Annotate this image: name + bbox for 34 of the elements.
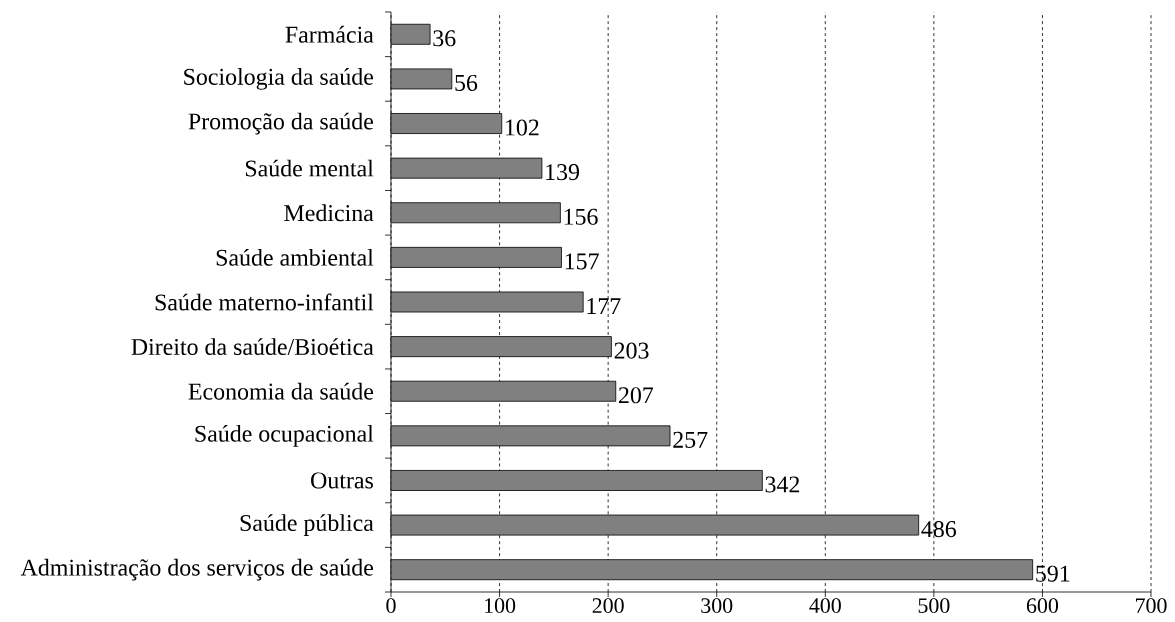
data-label: 257 bbox=[673, 431, 708, 448]
y-tick-label: Saúde ocupacional bbox=[195, 424, 374, 447]
y-tick-label: Administração dos serviços de saúde bbox=[20, 558, 374, 581]
x-tick-label: 200 bbox=[592, 598, 624, 613]
y-tick-label: Promoção da saúde bbox=[188, 112, 374, 135]
y-tick-label: Saúde mental bbox=[245, 159, 374, 177]
data-label: 36 bbox=[433, 30, 456, 47]
data-label: 207 bbox=[618, 387, 654, 404]
data-label: 486 bbox=[921, 521, 957, 538]
y-tick-label: Saúde pública bbox=[240, 514, 374, 536]
x-tick-label: 400 bbox=[809, 598, 841, 613]
x-tick-label: 600 bbox=[1026, 598, 1059, 613]
y-tick-label: Saúde materno-infantil bbox=[155, 293, 374, 311]
x-tick-label: 0 bbox=[386, 598, 396, 613]
data-label: 56 bbox=[455, 74, 478, 91]
data-label: 157 bbox=[565, 253, 599, 270]
data-label: 139 bbox=[546, 164, 579, 181]
x-tick-label: 500 bbox=[918, 598, 950, 613]
x-tick-label: 700 bbox=[1136, 598, 1167, 613]
data-label: 203 bbox=[614, 342, 649, 359]
data-label: 156 bbox=[564, 208, 598, 225]
data-label: 591 bbox=[1036, 565, 1070, 582]
x-tick-label: 300 bbox=[701, 598, 733, 613]
y-tick-label: Farmácia bbox=[285, 25, 374, 43]
y-tick-label: Outras bbox=[311, 472, 373, 489]
data-label: 102 bbox=[506, 119, 539, 136]
data-label: 342 bbox=[765, 476, 800, 493]
y-tick-label: Saúde ambiental bbox=[216, 248, 374, 266]
x-tick-label: 100 bbox=[485, 598, 516, 613]
y-tick-label: Direito da saúde/Bioética bbox=[131, 338, 374, 356]
y-tick-label: Economia da saúde bbox=[188, 382, 374, 400]
data-label: 177 bbox=[587, 298, 621, 314]
y-tick-label: Sociologia da saúde bbox=[184, 68, 374, 90]
y-tick-label: Medicina bbox=[284, 204, 374, 222]
